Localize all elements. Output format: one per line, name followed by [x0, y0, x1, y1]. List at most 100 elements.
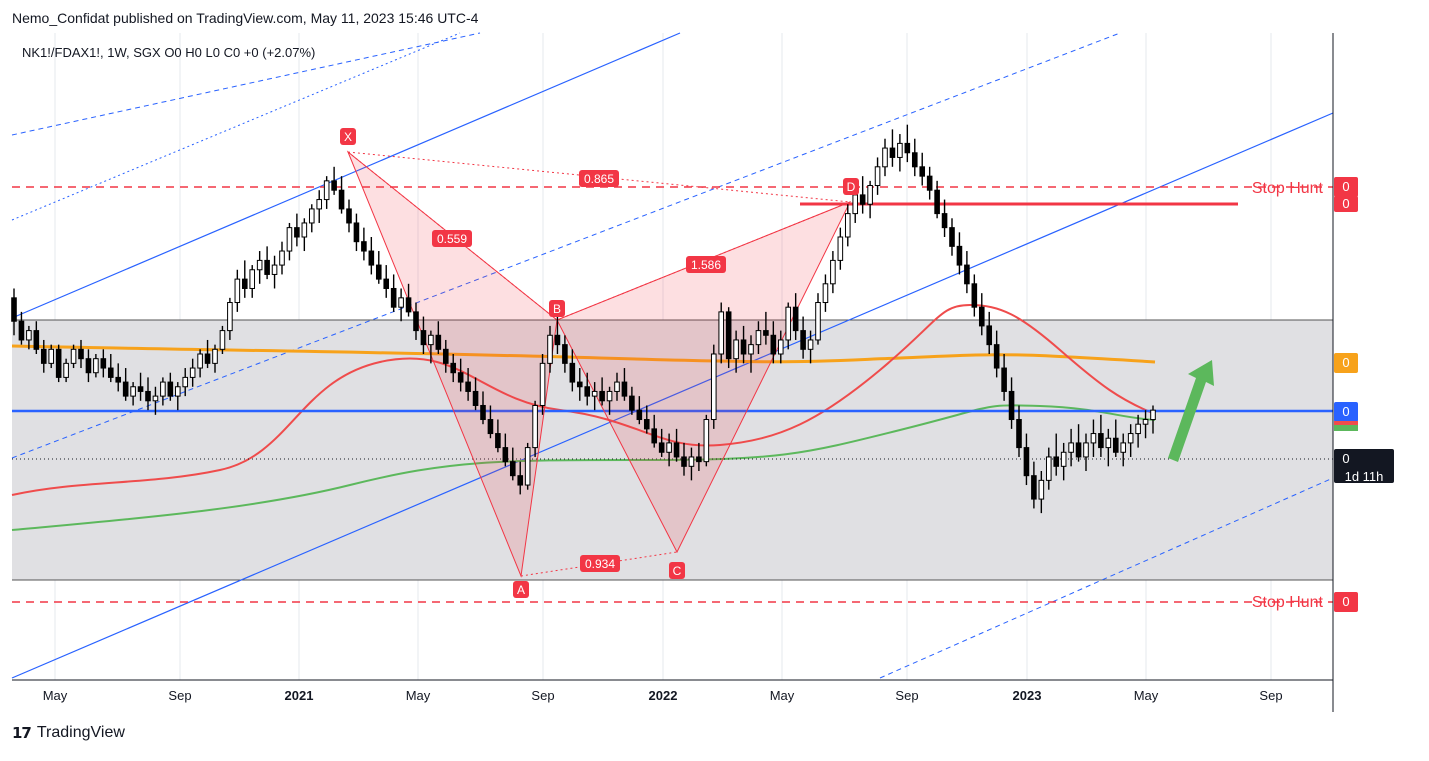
candle-down	[696, 456, 702, 463]
candle-up	[591, 390, 598, 397]
channel-outer-dotted	[11, 32, 461, 221]
x-tick-label: Sep	[1259, 688, 1282, 703]
candle-up	[189, 367, 196, 378]
candle-up	[1142, 419, 1149, 425]
candle-up	[547, 334, 553, 364]
candle-up	[1068, 442, 1074, 453]
overlays: X A B C D 0.865 0.559 1.586 0.934 Stop Hunt Stop H…	[340, 128, 1324, 611]
candle-up	[1045, 456, 1052, 481]
ratio-label-bg	[580, 555, 620, 572]
candle-down	[673, 442, 680, 458]
candle-down	[383, 278, 390, 289]
candle-up	[874, 166, 881, 187]
candle-up	[755, 330, 762, 346]
candle-down	[122, 381, 129, 397]
candle-down	[18, 320, 25, 341]
candle-up	[316, 199, 323, 210]
candle-down	[1001, 367, 1007, 392]
ratio-label: 0.934	[585, 557, 615, 571]
x-axis: May Sep 2021 May Sep 2022 May Sep 2023 May Sep	[12, 679, 1417, 703]
candle-down	[993, 344, 1000, 369]
candle-up	[256, 259, 263, 271]
candle-down	[346, 208, 352, 224]
price-label-stop-hunt-upper-a	[1334, 177, 1358, 197]
symbol-legend: NK1!/FDAX1!, 1W, SGX O0 H0 L0 C0 +0 (+2.…	[22, 45, 315, 60]
candle-down	[1112, 437, 1119, 453]
candle-up	[1127, 433, 1134, 444]
range-box	[12, 320, 1333, 580]
candle-up	[1120, 442, 1127, 453]
candle-up	[160, 381, 166, 397]
candle-down	[629, 395, 635, 411]
candle-down	[361, 241, 367, 252]
candle-up	[152, 395, 159, 402]
price-label-text-blue-level: 0	[1342, 404, 1349, 419]
x-tick-label: May	[1134, 688, 1159, 703]
candle-up	[785, 306, 792, 341]
candle-up	[301, 222, 308, 238]
candle-up	[428, 334, 434, 346]
candle-down	[465, 381, 471, 392]
candle-up	[93, 358, 99, 374]
candle-down	[949, 227, 955, 247]
x-tick-label: Sep	[895, 688, 918, 703]
candle-down	[576, 381, 583, 388]
candle-down	[658, 442, 665, 453]
x-tick-label: 2023	[1013, 688, 1042, 703]
channel-upper-solid	[11, 32, 681, 319]
x-tick-label: 2022	[649, 688, 678, 703]
candle-down	[651, 428, 658, 444]
x-tick-label: 2021	[285, 688, 314, 703]
ratio-label-bg	[579, 170, 619, 187]
candle-up	[63, 362, 69, 378]
candle-up	[710, 353, 717, 421]
candle-up	[130, 386, 136, 397]
candle-down	[986, 325, 993, 346]
candle-up	[524, 447, 531, 486]
moving-averages	[11, 186, 1333, 603]
ma-red-line	[11, 303, 1156, 496]
candle-up	[26, 330, 32, 341]
candle-down	[495, 433, 501, 449]
candle-down	[562, 344, 568, 364]
countdown-label: 1d 11h	[1345, 469, 1384, 484]
candle-down	[145, 390, 151, 402]
candle-down	[331, 180, 337, 191]
candle-up	[286, 227, 293, 252]
pattern-point-c: C	[673, 564, 682, 578]
candle-down	[487, 419, 494, 435]
candle-down	[1053, 456, 1060, 467]
candle-down	[390, 287, 397, 308]
candle-down	[264, 259, 270, 275]
candle-down	[770, 334, 777, 355]
tradingview-name: TradingView	[36, 724, 125, 741]
candle-down	[956, 245, 963, 266]
candle-down	[442, 348, 449, 364]
candle-down	[859, 194, 866, 205]
candle-down	[107, 367, 114, 378]
candle-down	[78, 348, 84, 360]
candle-up	[815, 302, 821, 341]
candle-down	[1008, 390, 1015, 421]
pattern-point-c-bg	[669, 562, 685, 579]
candle-down	[934, 189, 940, 215]
candle-up	[1090, 433, 1097, 444]
price-label-text-current: 0	[1342, 451, 1349, 466]
price-label-ma-orange	[1334, 353, 1358, 373]
pattern-point-b: B	[553, 302, 561, 316]
candle-down	[792, 306, 799, 332]
candle-down	[911, 152, 918, 168]
candle-up	[398, 297, 404, 308]
candle-down	[375, 264, 382, 280]
candle-down	[919, 166, 926, 177]
candle-down	[636, 409, 643, 421]
ratio-label: 0.865	[584, 172, 614, 186]
candle-up	[249, 269, 256, 289]
tradingview-brand[interactable]: 17 TradingView	[12, 724, 125, 742]
projection-arrow-icon	[1168, 360, 1214, 462]
candle-up	[212, 348, 218, 364]
candle-up	[70, 348, 77, 364]
candle-down	[1016, 419, 1022, 449]
